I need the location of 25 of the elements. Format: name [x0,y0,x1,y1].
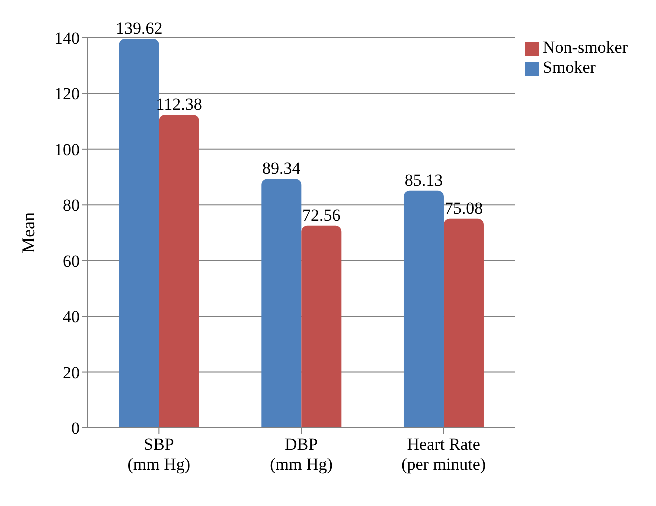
y-tick-label: 140 [54,29,80,48]
bar [302,226,342,428]
y-tick-label: 80 [63,196,80,216]
legend-label: Smoker [543,58,596,77]
y-tick-label: 20 [63,363,80,382]
bar [404,190,444,428]
x-tick-label: DBP (mm Hg) [270,435,333,474]
y-tick-label: 40 [63,308,80,327]
bar [119,39,160,428]
y-tick-label: 100 [54,140,80,160]
data-label: 139.62 [116,19,163,38]
bar [159,114,200,428]
data-label: 85.13 [404,170,444,190]
x-tick-label: SBP (mm Hg) [128,435,191,474]
bar [262,179,302,428]
x-tick-label: Heart Rate (per minute) [402,435,486,474]
legend-label: Non-smoker [543,38,628,57]
y-tick-label: 0 [72,419,80,438]
bar [444,218,484,428]
y-axis-title: Mean [18,212,38,254]
data-label: 89.34 [262,159,302,178]
y-tick-label: 60 [63,252,80,271]
y-tick-label: 120 [54,84,80,104]
data-label: 72.56 [302,206,341,225]
data-label: 75.08 [444,198,484,218]
